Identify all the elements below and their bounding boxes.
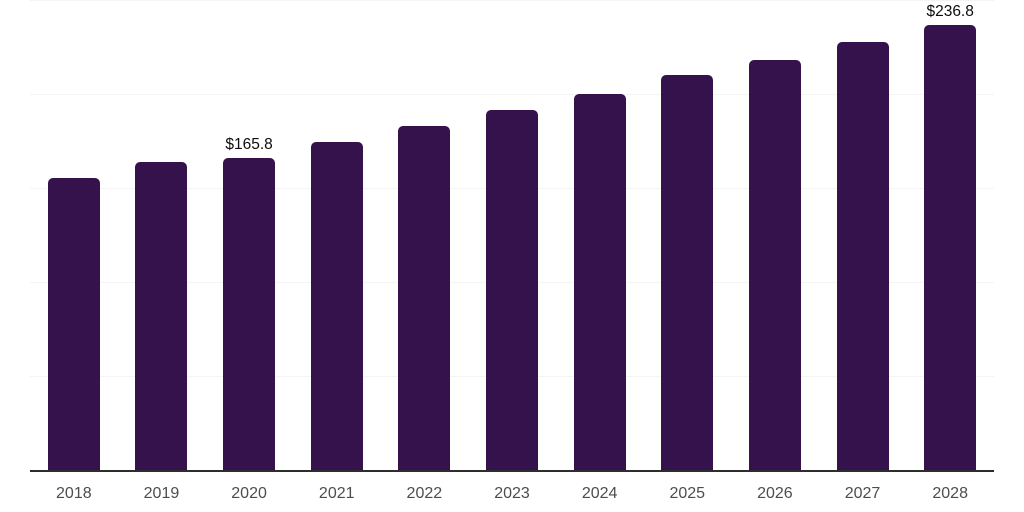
- bar-2024: [573, 94, 626, 470]
- x-tick-label-2023: 2023: [494, 485, 530, 502]
- plot-area: $165.8 $236.8: [30, 0, 994, 470]
- bar-2028: [924, 24, 977, 470]
- x-tick-label-2020: 2020: [231, 485, 267, 502]
- bar-2019: [135, 162, 188, 470]
- x-tick-label-2024: 2024: [581, 485, 618, 502]
- bar-2020: [223, 158, 276, 470]
- x-tick-label-2018: 2018: [56, 485, 92, 502]
- bar-2027: [836, 41, 889, 470]
- bar-2026: [748, 59, 801, 470]
- x-tick-label-2025: 2025: [669, 485, 706, 502]
- x-tick-label-2019: 2019: [143, 485, 180, 502]
- bar-2018: [47, 178, 100, 470]
- bar-2021: [310, 141, 363, 470]
- x-axis-line: [30, 470, 994, 472]
- x-tick-label-2021: 2021: [318, 485, 355, 502]
- x-tick-label-2027: 2027: [844, 485, 881, 502]
- bar-value-label-2020: $165.8: [225, 136, 273, 154]
- bar-2022: [398, 125, 451, 470]
- x-tick-label-2022: 2022: [406, 485, 443, 502]
- bar-value-label-2028: $236.8: [926, 2, 974, 20]
- gridline-250: [30, 0, 994, 1]
- gridline-200: [30, 94, 994, 95]
- x-tick-label-2026: 2026: [757, 485, 793, 502]
- bar-2025: [661, 75, 714, 470]
- x-tick-label-2028: 2028: [932, 485, 968, 502]
- bar-2023: [486, 109, 538, 470]
